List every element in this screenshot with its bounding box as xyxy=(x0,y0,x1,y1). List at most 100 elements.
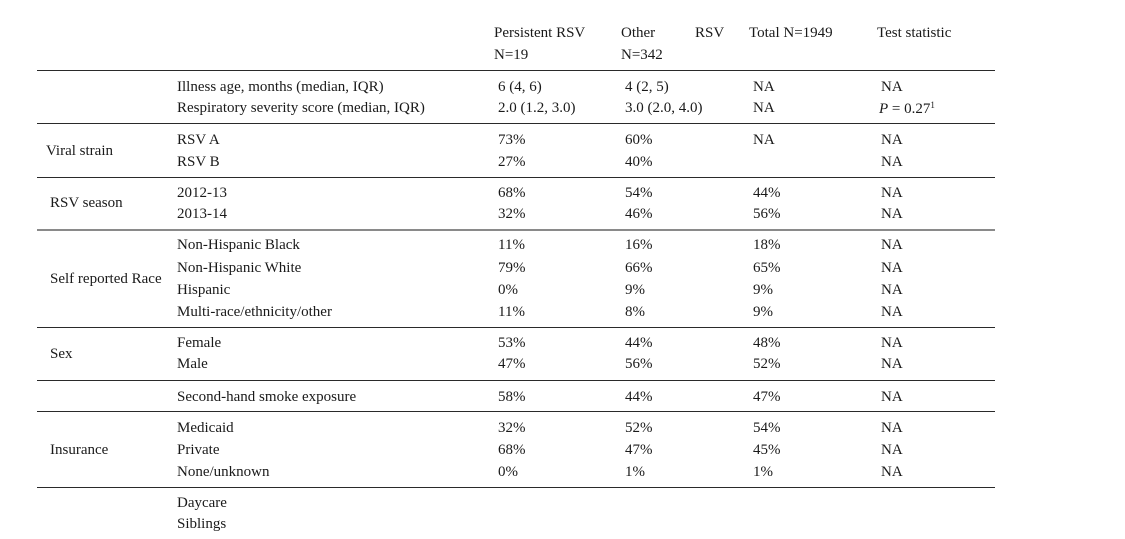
header-col-persistent-line1: Persistent RSV xyxy=(494,25,586,41)
group-rule xyxy=(37,411,995,412)
group-name-insurance: Insurance xyxy=(50,442,109,458)
group-rule xyxy=(37,380,995,381)
cell-test-stat: NA xyxy=(881,356,903,372)
cell-other: 1% xyxy=(625,464,645,480)
cell-total: 44% xyxy=(753,185,781,201)
header-col-other-line1b: RSV xyxy=(695,25,725,41)
header-rule xyxy=(37,70,995,71)
group-rule xyxy=(37,327,995,328)
cell-total: NA xyxy=(753,100,775,116)
row-label: Non-Hispanic Black xyxy=(177,237,300,253)
cell-other: 46% xyxy=(625,206,653,222)
cell-persistent: 11% xyxy=(498,304,525,320)
cell-total: 9% xyxy=(753,304,773,320)
cell-other: 52% xyxy=(625,420,653,436)
cell-persistent: 6 (4, 6) xyxy=(498,79,542,95)
row-label: 2013-14 xyxy=(177,206,227,222)
cell-test-stat: NA xyxy=(881,282,903,298)
cell-other: 44% xyxy=(625,335,653,351)
header-col-other-line1a: Other xyxy=(621,25,656,41)
cell-other: 4 (2, 5) xyxy=(625,79,669,95)
cell-test-stat: NA xyxy=(881,420,903,436)
header-col-test-statistic: Test statistic xyxy=(877,25,952,41)
row-label: Hispanic xyxy=(177,282,231,298)
cell-test-stat: NA xyxy=(881,260,903,276)
cell-other: 8% xyxy=(625,304,645,320)
cell-other: 60% xyxy=(625,132,653,148)
cell-persistent: 32% xyxy=(498,206,526,222)
cell-persistent: 58% xyxy=(498,389,526,405)
cell-test-stat: NA xyxy=(881,132,903,148)
group-name-rsv-season: RSV season xyxy=(50,195,123,211)
row-label: Multi-race/ethnicity/other xyxy=(177,304,332,320)
cell-test-stat: NA xyxy=(881,335,903,351)
row-label: Male xyxy=(177,356,208,372)
cell-other: 44% xyxy=(625,389,653,405)
group-name-sex: Sex xyxy=(50,346,73,362)
group-rule xyxy=(37,123,995,124)
p-value: = 0.27 xyxy=(888,101,931,117)
cell-total: 9% xyxy=(753,282,773,298)
cell-persistent: 53% xyxy=(498,335,526,351)
cell-test-stat: NA xyxy=(881,304,903,320)
cell-total: 18% xyxy=(753,237,781,253)
cell-persistent: 2.0 (1.2, 3.0) xyxy=(498,100,576,116)
cell-total: 65% xyxy=(753,260,781,276)
cell-total: 56% xyxy=(753,206,781,222)
cell-test-stat: NA xyxy=(881,154,903,170)
cell-total: 48% xyxy=(753,335,781,351)
cell-persistent: 27% xyxy=(498,154,526,170)
cell-test-stat: NA xyxy=(881,79,903,95)
row-label: Medicaid xyxy=(177,420,234,436)
row-label: Non-Hispanic White xyxy=(177,260,302,276)
row-label: 2012-13 xyxy=(177,185,227,201)
row-label: Respiratory severity score (median, IQR) xyxy=(177,100,425,116)
cell-other: 3.0 (2.0, 4.0) xyxy=(625,100,703,116)
cell-other: 16% xyxy=(625,237,653,253)
cell-other: 47% xyxy=(625,442,653,458)
group-rule xyxy=(37,177,995,178)
p-footnote: 1 xyxy=(930,100,935,110)
cell-test-stat: NA xyxy=(881,206,903,222)
cell-total: 54% xyxy=(753,420,781,436)
row-label: Illness age, months (median, IQR) xyxy=(177,79,384,95)
row-label: RSV A xyxy=(177,132,220,148)
cell-test-stat: NA xyxy=(881,185,903,201)
header-col-persistent-line2: N=19 xyxy=(494,47,529,63)
cell-other: 9% xyxy=(625,282,645,298)
cell-total: NA xyxy=(753,132,775,148)
cell-persistent: 0% xyxy=(498,282,518,298)
group-name-self-reported-race: Self reported Race xyxy=(50,271,162,287)
cell-other: 56% xyxy=(625,356,653,372)
cell-persistent: 0% xyxy=(498,464,518,480)
header-col-other-line2: N=342 xyxy=(621,47,663,63)
cell-other: 66% xyxy=(625,260,653,276)
row-label: Female xyxy=(177,335,222,351)
row-label: Second-hand smoke exposure xyxy=(177,389,357,405)
cell-persistent: 47% xyxy=(498,356,526,372)
cell-test-stat: NA xyxy=(881,389,903,405)
group-rule xyxy=(37,487,995,488)
cell-total: NA xyxy=(753,79,775,95)
cell-test-stat-p-value: P = 0.271 xyxy=(879,101,935,117)
cell-other: 54% xyxy=(625,185,653,201)
row-label: Siblings xyxy=(177,516,227,532)
cell-test-stat: NA xyxy=(881,237,903,253)
cell-persistent: 11% xyxy=(498,237,525,253)
cell-test-stat: NA xyxy=(881,464,903,480)
cell-test-stat: NA xyxy=(881,442,903,458)
cell-total: 47% xyxy=(753,389,781,405)
group-name-viral-strain: Viral strain xyxy=(46,143,113,159)
row-label: Private xyxy=(177,442,220,458)
cell-other: 40% xyxy=(625,154,653,170)
cell-persistent: 32% xyxy=(498,420,526,436)
cell-persistent: 73% xyxy=(498,132,526,148)
row-label: RSV B xyxy=(177,154,220,170)
p-symbol: P xyxy=(879,101,889,117)
cell-persistent: 68% xyxy=(498,185,526,201)
header-col-total: Total N=1949 xyxy=(749,25,833,41)
group-rule xyxy=(37,229,995,231)
row-label: Daycare xyxy=(177,495,227,511)
cell-total: 52% xyxy=(753,356,781,372)
